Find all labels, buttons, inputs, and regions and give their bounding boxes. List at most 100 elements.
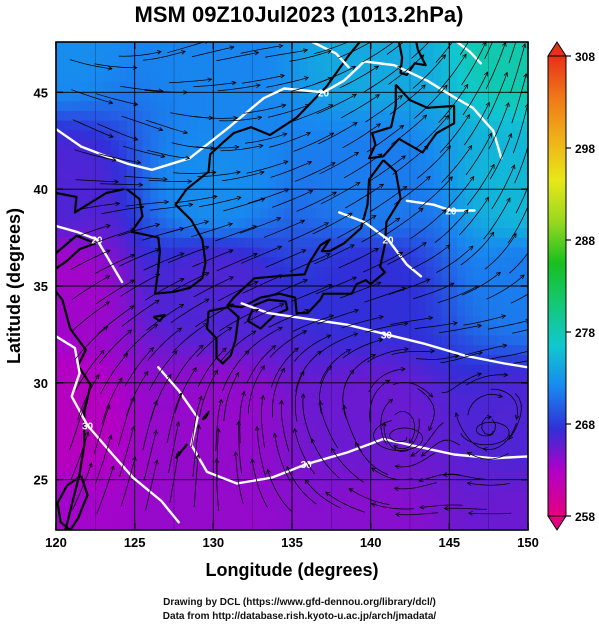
field-cell xyxy=(103,412,112,424)
field-cell xyxy=(79,334,89,346)
field-cell xyxy=(410,481,419,492)
field-cell xyxy=(386,334,395,346)
field-cell xyxy=(504,500,513,512)
field-cell xyxy=(449,383,458,394)
field-cell xyxy=(142,373,151,385)
field-cell xyxy=(315,461,325,473)
field-cell xyxy=(472,217,482,229)
field-cell xyxy=(181,500,191,512)
field-cell xyxy=(150,120,159,131)
field-cell xyxy=(71,520,81,530)
field-cell xyxy=(307,442,317,453)
field-cell xyxy=(142,51,151,63)
field-cell xyxy=(150,207,159,219)
field-cell xyxy=(299,227,309,238)
field-cell xyxy=(472,461,482,473)
field-cell xyxy=(441,461,450,473)
field-cell xyxy=(56,217,65,229)
field-cell xyxy=(221,71,230,82)
field-cell xyxy=(197,168,207,180)
field-cell xyxy=(276,100,285,111)
field-cell xyxy=(103,422,112,433)
field-cell xyxy=(370,129,380,141)
field-cell xyxy=(236,422,246,433)
field-cell xyxy=(520,490,528,502)
wind-streamline xyxy=(143,252,185,271)
field-cell xyxy=(252,354,262,365)
field-cell xyxy=(166,373,175,385)
field-cell xyxy=(87,344,96,355)
field-cell xyxy=(197,61,207,72)
field-cell xyxy=(56,393,65,404)
field-cell xyxy=(354,451,364,463)
field-cell xyxy=(362,393,372,404)
field-cell xyxy=(394,432,403,443)
field-cell xyxy=(354,120,364,131)
field-cell xyxy=(465,500,474,512)
field-cell xyxy=(472,129,482,141)
field-cell xyxy=(449,51,458,63)
field-cell xyxy=(189,90,199,102)
field-cell xyxy=(244,393,254,404)
field-cell xyxy=(205,100,214,111)
field-cell xyxy=(386,383,395,394)
field-cell xyxy=(323,305,332,316)
wind-streamline xyxy=(367,346,409,363)
field-cell xyxy=(158,500,167,512)
field-cell xyxy=(229,237,238,248)
field-cell xyxy=(504,383,513,394)
field-cell xyxy=(236,217,246,229)
field-cell xyxy=(354,159,364,170)
field-cell xyxy=(158,364,167,375)
field-cell xyxy=(213,295,222,307)
field-cell xyxy=(111,42,120,53)
field-cell xyxy=(512,110,521,121)
field-cell xyxy=(158,266,167,277)
field-cell xyxy=(118,217,128,229)
field-cell xyxy=(410,432,419,443)
field-cell xyxy=(244,100,254,111)
field-cell xyxy=(174,120,183,131)
field-cell xyxy=(449,207,458,219)
field-cell xyxy=(339,129,348,141)
field-cell xyxy=(480,42,490,53)
field-cell xyxy=(378,295,387,307)
field-cell xyxy=(339,520,348,530)
field-cell xyxy=(126,178,136,189)
field-cell xyxy=(181,315,191,326)
field-cell xyxy=(488,520,498,530)
field-cell xyxy=(425,129,435,141)
field-cell xyxy=(378,354,387,365)
field-cell xyxy=(323,42,332,53)
field-cell xyxy=(347,149,356,160)
field-cell xyxy=(299,305,309,316)
field-cell xyxy=(56,207,65,219)
field-cell xyxy=(213,227,222,238)
field-cell xyxy=(449,500,458,512)
colorbar-tick-label: 268 xyxy=(575,418,595,432)
field-cell xyxy=(362,422,372,433)
field-cell xyxy=(103,286,112,297)
field-cell xyxy=(362,520,372,530)
coastline-china-coast xyxy=(56,290,92,530)
wind-streamline xyxy=(395,512,439,517)
wind-streamline xyxy=(173,170,217,175)
wind-streamline xyxy=(411,244,451,269)
field-cell xyxy=(347,227,356,238)
field-cell xyxy=(174,246,183,258)
field-cell xyxy=(236,510,246,521)
wind-streamline xyxy=(243,103,287,114)
wind-streamline xyxy=(439,114,470,153)
field-cell xyxy=(197,305,207,316)
field-cell xyxy=(378,383,387,394)
field-cell xyxy=(520,364,528,375)
field-cell xyxy=(244,61,254,72)
field-cell xyxy=(166,188,175,199)
field-cell xyxy=(158,286,167,297)
field-cell xyxy=(394,110,403,121)
field-cell xyxy=(323,286,332,297)
field-cell xyxy=(221,149,230,160)
field-cell xyxy=(331,490,340,502)
field-cell xyxy=(410,325,419,336)
field-cell xyxy=(370,451,380,463)
